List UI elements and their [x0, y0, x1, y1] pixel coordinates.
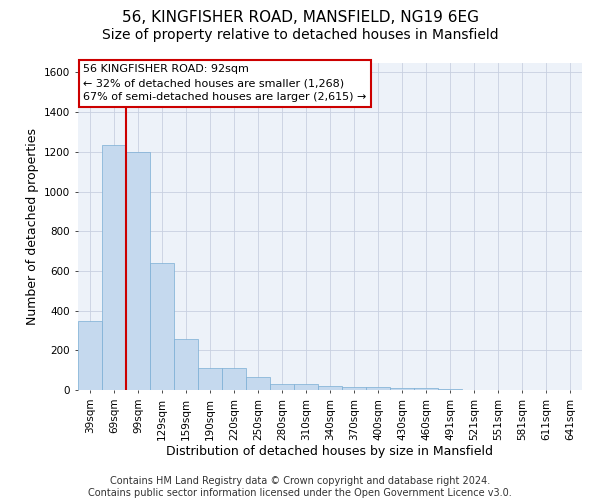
Bar [126, 152, 150, 390]
Bar [414, 388, 438, 390]
Text: 56 KINGFISHER ROAD: 92sqm
← 32% of detached houses are smaller (1,268)
67% of se: 56 KINGFISHER ROAD: 92sqm ← 32% of detac… [83, 64, 367, 102]
Bar [318, 386, 342, 390]
Bar [294, 384, 318, 390]
Bar [198, 368, 222, 390]
Bar [270, 384, 294, 390]
Bar [150, 263, 174, 390]
Text: 56, KINGFISHER ROAD, MANSFIELD, NG19 6EG: 56, KINGFISHER ROAD, MANSFIELD, NG19 6EG [121, 10, 479, 25]
Y-axis label: Number of detached properties: Number of detached properties [26, 128, 38, 325]
Bar [390, 388, 414, 390]
Bar [222, 368, 246, 390]
Bar [102, 145, 126, 390]
Bar [78, 320, 102, 390]
X-axis label: Distribution of detached houses by size in Mansfield: Distribution of detached houses by size … [167, 446, 493, 458]
Bar [174, 340, 198, 390]
Text: Size of property relative to detached houses in Mansfield: Size of property relative to detached ho… [101, 28, 499, 42]
Text: Contains HM Land Registry data © Crown copyright and database right 2024.
Contai: Contains HM Land Registry data © Crown c… [88, 476, 512, 498]
Bar [342, 387, 366, 390]
Bar [246, 377, 270, 390]
Bar [366, 388, 390, 390]
